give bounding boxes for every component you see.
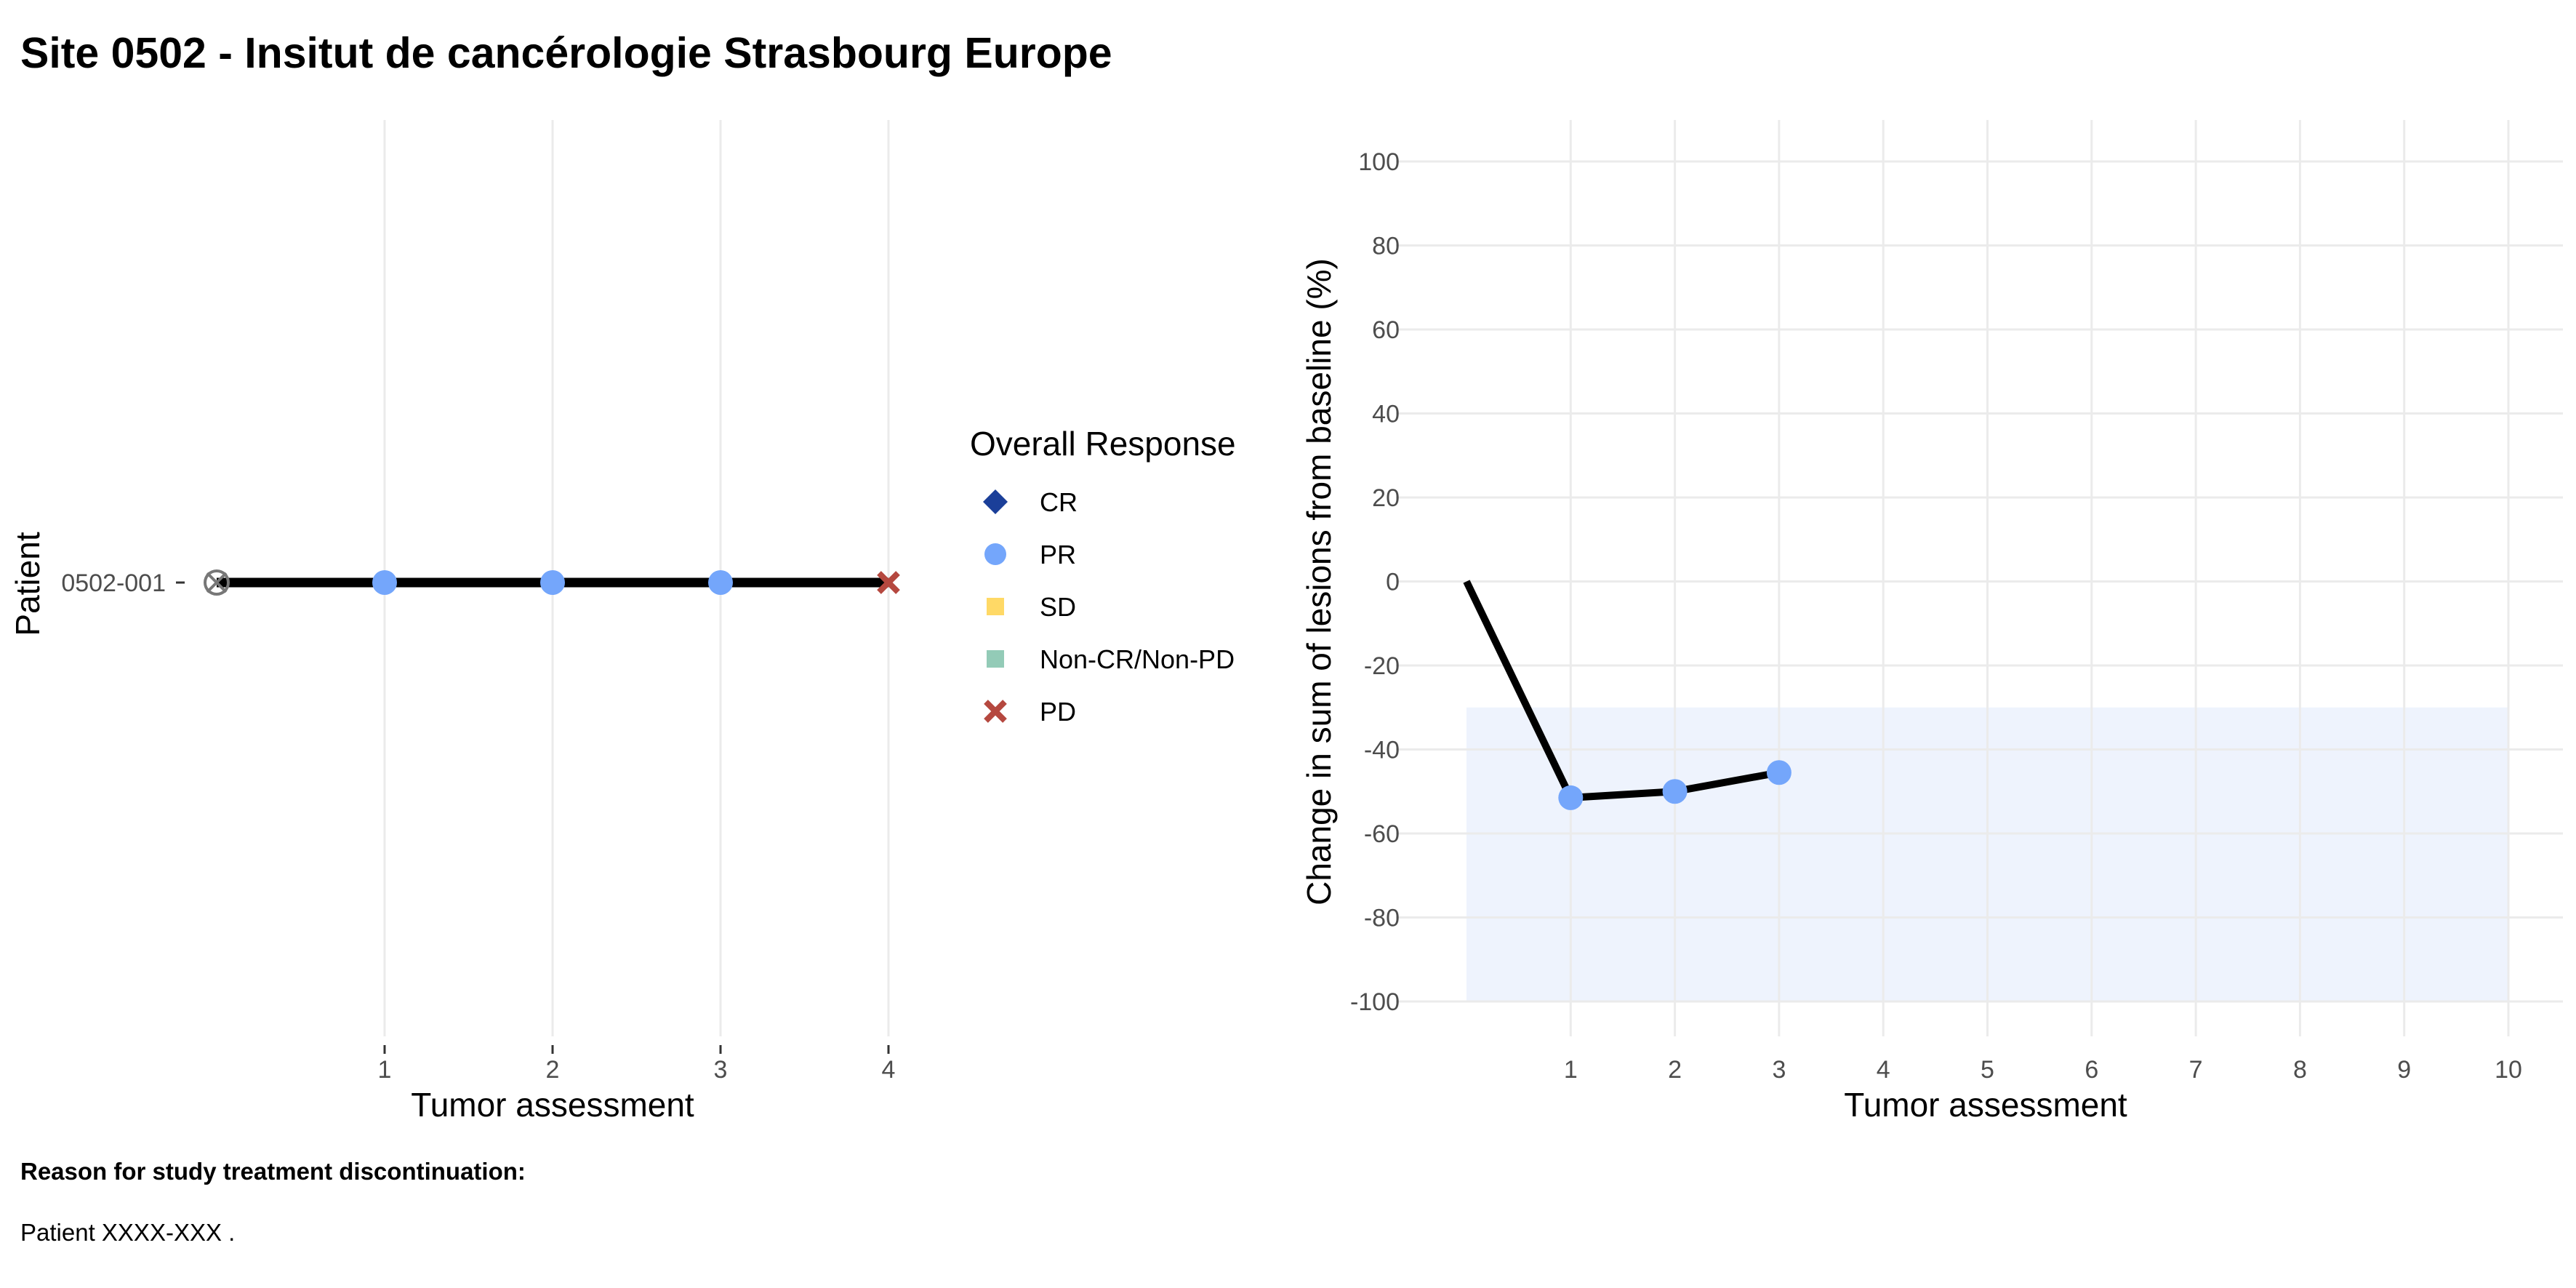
- legend: Overall Response CR PR SD Non-CR/Non-PD PD: [970, 425, 1236, 727]
- baseline-marker: [204, 569, 230, 596]
- legend-items: CR PR SD Non-CR/Non-PD PD: [983, 487, 1235, 727]
- right-y-tick-label-60: 60: [1372, 316, 1400, 344]
- response-timeline-panel: 1 2 3 4 0502-001 Tumor assessment Patient: [9, 120, 900, 1124]
- response-point-1-PR: [372, 570, 397, 595]
- right-x-tick-label-2: 2: [1668, 1056, 1682, 1084]
- legend-key-PD-stroke-b: [984, 700, 1007, 723]
- right-x-axis-title: Tumor assessment: [1844, 1086, 2127, 1124]
- right-x-tick-label-9: 9: [2397, 1056, 2411, 1084]
- left-y-tick-label-0502-001: 0502-001: [61, 569, 166, 597]
- left-x-tick-label-2: 2: [546, 1056, 560, 1084]
- legend-label-Non-CR/Non-PD: Non-CR/Non-PD: [1040, 644, 1235, 674]
- lesion-point-1: [1558, 785, 1584, 810]
- right-gridlines: [1396, 120, 2563, 1036]
- left-x-tick-label-1: 1: [378, 1056, 392, 1084]
- lesion-point-3: [1766, 760, 1791, 785]
- right-x-tick-label-1: 1: [1564, 1056, 1578, 1084]
- left-tick-labels: 1 2 3 4 0502-001: [61, 569, 895, 1084]
- right-y-tick-label--40: -40: [1364, 737, 1400, 764]
- right-y-tick-label--100: -100: [1350, 988, 1400, 1016]
- legend-key-Non-CR/Non-PD: [987, 650, 1004, 668]
- left-x-axis-title: Tumor assessment: [411, 1086, 694, 1124]
- left-x-tick-label-3: 3: [714, 1056, 728, 1084]
- right-y-axis-title: Change in sum of lesions from baseline (…: [1300, 258, 1338, 905]
- legend-key-PR: [984, 543, 1006, 565]
- legend-label-PD: PD: [1040, 697, 1076, 727]
- right-y-tick-label--80: -80: [1364, 905, 1400, 932]
- baseline-marker-stroke-b: [206, 572, 228, 593]
- response-point-2-PR: [540, 570, 565, 595]
- response-point-4-PD: [877, 571, 900, 594]
- legend-key-CR: [983, 489, 1008, 514]
- legend-title: Overall Response: [970, 425, 1236, 463]
- right-marks: [1463, 580, 1791, 810]
- left-x-tick-label-4: 4: [882, 1056, 896, 1084]
- right-x-tick-label-10: 10: [2495, 1056, 2522, 1084]
- lesion-point-2: [1662, 779, 1688, 804]
- right-y-tick-label-0: 0: [1386, 569, 1400, 596]
- left-y-axis-title: Patient: [9, 532, 47, 636]
- right-y-tick-label-80: 80: [1372, 233, 1400, 260]
- discontinuation-reason-heading: Reason for study treatment discontinuati…: [20, 1158, 526, 1185]
- left-marks: [204, 569, 900, 596]
- right-x-tick-label-6: 6: [2085, 1056, 2098, 1084]
- baseline-marker-ring: [204, 569, 230, 596]
- response-point-3-PR: [708, 570, 733, 595]
- right-y-tick-label-20: 20: [1372, 484, 1400, 512]
- page-title: Site 0502 - Insitut de cancérologie Stra…: [20, 29, 1112, 77]
- legend-key-PD: [984, 700, 1007, 723]
- right-y-tick-label--60: -60: [1364, 820, 1400, 848]
- right-x-tick-label-3: 3: [1772, 1056, 1786, 1084]
- right-y-tick-label-40: 40: [1372, 401, 1400, 428]
- legend-label-SD: SD: [1040, 592, 1076, 622]
- legend-label-CR: CR: [1040, 487, 1078, 517]
- discontinuation-reason-text: Patient XXXX-XXX .: [20, 1219, 236, 1246]
- right-x-tick-label-4: 4: [1877, 1056, 1890, 1084]
- right-tick-labels: 100 80 60 40 20 0 -20 -40 -60 -80 -100 1 2 3 4 5 6 7 8 9 10: [1350, 148, 2522, 1084]
- lesion-change-line: [1463, 580, 1780, 801]
- right-y-tick-label-100: 100: [1358, 148, 1400, 176]
- response-point-4-PD-stroke-b: [877, 571, 900, 594]
- right-x-tick-label-7: 7: [2189, 1056, 2203, 1084]
- legend-key-SD: [987, 598, 1004, 615]
- right-x-tick-label-8: 8: [2293, 1056, 2307, 1084]
- legend-label-PR: PR: [1040, 540, 1076, 569]
- right-y-tick-label--20: -20: [1364, 652, 1400, 680]
- right-x-tick-label-5: 5: [1981, 1056, 1994, 1084]
